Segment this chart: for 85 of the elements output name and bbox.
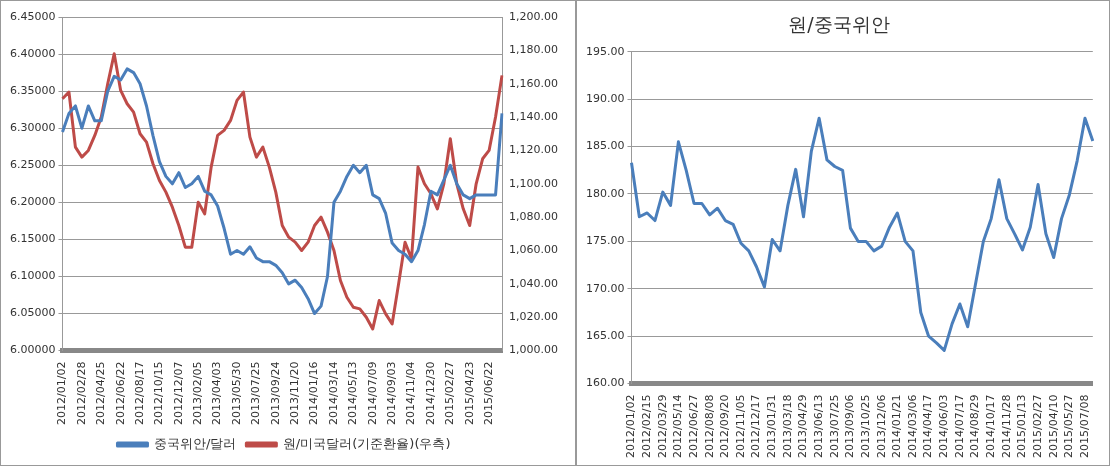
x-tick-label: 2015/07/08 — [1077, 394, 1091, 459]
y-tick-label: 160.00 — [585, 376, 625, 390]
x-tick-label: 2013/06/13 — [812, 394, 825, 459]
x-tick-label: 2014/06/03 — [937, 394, 951, 459]
x-tick-label: 2015/01/13 — [1015, 394, 1029, 459]
x-tick-label: 2012/01/02 — [55, 361, 69, 426]
x-tick-label: 2012/02/28 — [74, 361, 88, 426]
x-tick-label: 2012/03/29 — [655, 394, 669, 459]
x-tick-label: 2012/08/17 — [132, 361, 146, 426]
y-tick-label: 190.00 — [585, 92, 625, 106]
y2-tick-label: 1,000.00 — [509, 343, 558, 357]
x-tick-label: 2012/04/25 — [94, 361, 108, 426]
x-tick-label: 2013/11/20 — [288, 361, 302, 426]
x-tick-label: 2014/04/17 — [921, 394, 935, 459]
x-tick-label: 2012/02/15 — [639, 394, 653, 459]
x-tick-label: 2014/11/04 — [404, 361, 418, 426]
x-tick-label: 2012/06/22 — [113, 361, 127, 426]
x-tick-label: 2013/01/31 — [765, 394, 779, 459]
x-tick-label: 2014/08/29 — [968, 394, 982, 459]
y2-tick-label: 1,060.00 — [509, 243, 558, 257]
x-tick-label: 2012/05/14 — [671, 394, 685, 459]
x-tick-label: 2013/12/06 — [874, 394, 888, 459]
y-tick-label: 6.05000 — [9, 306, 56, 320]
x-tick-label: 2013/02/05 — [191, 361, 205, 426]
x-tick-label: 2014/05/13 — [346, 361, 360, 426]
x-tick-label: 2014/07/17 — [952, 394, 966, 459]
x-tick-label: 2013/04/29 — [796, 394, 810, 459]
y-tick-label: 6.15000 — [9, 232, 56, 246]
x-tick-label: 2015/04/23 — [462, 361, 476, 426]
y2-tick-label: 1,140.00 — [509, 109, 558, 123]
x-tick-label: 2014/01/21 — [890, 394, 904, 459]
x-tick-label: 2013/09/06 — [843, 394, 857, 459]
y-tick-label: 185.00 — [585, 139, 625, 153]
y2-tick-label: 1,160.00 — [509, 76, 558, 90]
x-tick-label: 2014/03/06 — [905, 394, 919, 459]
y-tick-label: 180.00 — [585, 186, 625, 200]
y-tick-label: 6.25000 — [9, 158, 56, 172]
x-tick-label: 2012/12/07 — [171, 361, 185, 426]
y2-tick-label: 1,100.00 — [509, 176, 558, 190]
x-tick-label: 2013/10/25 — [858, 394, 872, 459]
y-tick-label: 6.35000 — [9, 83, 56, 97]
x-tick-label: 2014/11/28 — [999, 394, 1013, 459]
x-tick-label: 2014/10/17 — [984, 394, 998, 459]
x-tick-label: 2014/01/16 — [307, 361, 321, 426]
y-tick-label: 6.40000 — [9, 46, 56, 60]
x-tick-label: 2013/04/03 — [210, 361, 224, 426]
y-tick-label: 195.00 — [585, 44, 625, 58]
x-tick-label: 2013/09/24 — [268, 361, 282, 426]
y-tick-label: 175.00 — [585, 234, 625, 248]
x-tick-label: 2014/12/30 — [423, 361, 437, 426]
x-tick-label: 2013/07/25 — [827, 394, 841, 459]
x-tick-label: 2015/05/27 — [1062, 394, 1076, 459]
x-tick-label: 2012/06/27 — [686, 394, 700, 459]
x-tick-label: 2015/02/27 — [443, 361, 457, 426]
x-tick-label: 2013/03/18 — [780, 394, 794, 459]
x-tick-label: 2012/09/20 — [718, 394, 732, 459]
x-tick-label: 2012/08/08 — [702, 394, 716, 459]
y2-tick-label: 1,040.00 — [509, 276, 558, 290]
x-tick-label: 2012/01/02 — [624, 394, 638, 459]
legend-label: 원/미국달러(기준환율)(우측) — [282, 435, 451, 451]
y2-tick-label: 1,200.00 — [509, 9, 558, 23]
x-tick-label: 2014/09/03 — [384, 361, 398, 426]
y2-tick-label: 1,080.00 — [509, 210, 558, 224]
y-tick-label: 6.30000 — [9, 121, 56, 135]
y2-tick-label: 1,120.00 — [509, 143, 558, 157]
y-tick-label: 6.00000 — [9, 343, 56, 357]
legend-label: 중국위안/달러 — [153, 435, 237, 451]
y-tick-label: 6.10000 — [9, 269, 56, 283]
y2-tick-label: 1,020.00 — [509, 310, 558, 324]
y2-tick-label: 1,180.00 — [509, 43, 558, 57]
y-tick-label: 165.00 — [585, 329, 625, 343]
x-tick-label: 2015/04/10 — [1046, 394, 1060, 459]
x-tick-label: 2012/12/17 — [749, 394, 763, 459]
y-tick-label: 170.00 — [585, 281, 625, 295]
x-tick-label: 2012/11/05 — [733, 394, 747, 459]
x-tick-label: 2015/02/27 — [1030, 394, 1044, 459]
x-tick-label: 2015/06/22 — [481, 361, 495, 426]
x-tick-label: 2012/10/15 — [152, 361, 166, 426]
y-tick-label: 6.45000 — [9, 9, 56, 23]
chart-title: 원/중국위안 — [788, 13, 890, 36]
x-tick-label: 2013/05/30 — [229, 361, 243, 426]
x-tick-label: 2014/07/09 — [365, 361, 379, 426]
x-tick-label: 2014/03/14 — [326, 361, 340, 426]
x-tick-label: 2013/07/25 — [249, 361, 263, 426]
y-tick-label: 6.20000 — [9, 195, 56, 209]
